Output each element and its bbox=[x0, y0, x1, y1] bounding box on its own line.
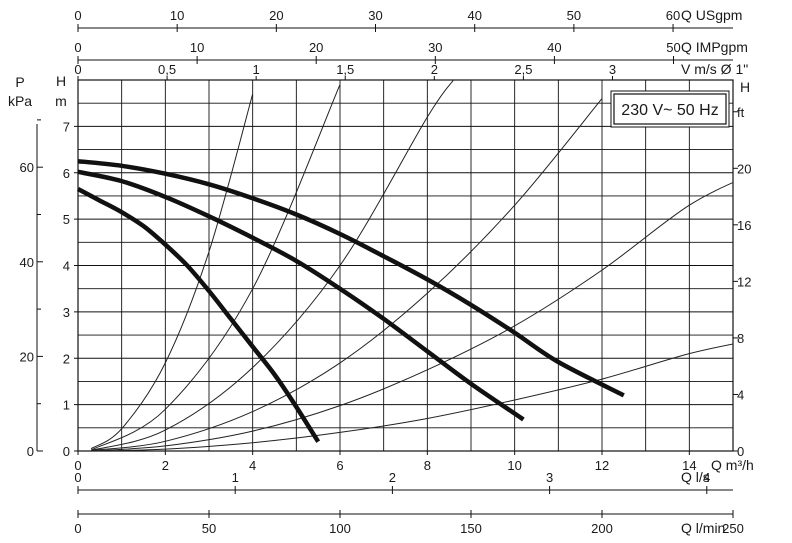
lmin-axis-tick-label: 200 bbox=[591, 521, 613, 536]
usgpm-axis-unit-label: Q USgpm bbox=[681, 7, 742, 23]
head-m-axis-tick-label: 7 bbox=[63, 119, 70, 134]
system-curve-5 bbox=[91, 181, 733, 451]
impgpm-axis-tick-label: 50 bbox=[666, 40, 680, 55]
flow-axis-unit-label: Q m³/h bbox=[711, 457, 754, 473]
velocity-axis-tick-label: 2 bbox=[431, 62, 438, 77]
lmin-axis-unit-label: Q l/min bbox=[681, 520, 725, 536]
head-ft-axis-tick-label: 16 bbox=[737, 218, 751, 233]
head-m-axis-tick-label: 1 bbox=[63, 398, 70, 413]
velocity-axis-tick-label: 0,5 bbox=[158, 62, 176, 77]
impgpm-axis-tick-label: 20 bbox=[309, 40, 323, 55]
velocity-axis-tick-label: 3 bbox=[609, 62, 616, 77]
flow-axis-tick-label: 10 bbox=[507, 458, 521, 473]
lmin-axis-tick-label: 0 bbox=[74, 521, 81, 536]
head-ft-axis-tick-label: 4 bbox=[737, 387, 744, 402]
head-m-axis-tick-label: 0 bbox=[63, 444, 70, 459]
voltage-badge: 230 V~ 50 Hz bbox=[610, 90, 730, 128]
usgpm-axis-tick-label: 50 bbox=[567, 8, 581, 23]
impgpm-axis-unit-label: Q IMPgpm bbox=[681, 39, 748, 55]
flow-axis-tick-label: 6 bbox=[336, 458, 343, 473]
usgpm-axis-tick-label: 0 bbox=[74, 8, 81, 23]
lmin-axis-tick-label: 100 bbox=[329, 521, 351, 536]
flow-axis-tick-label: 8 bbox=[424, 458, 431, 473]
system-curve-1 bbox=[90, 93, 254, 450]
head-m-axis-label: m bbox=[55, 93, 67, 109]
head-ft-axis-tick-label: 8 bbox=[737, 331, 744, 346]
badge-frame-outer bbox=[610, 90, 730, 128]
head-ft-axis-tick-label: 12 bbox=[737, 274, 751, 289]
pressure-axis-label: P bbox=[15, 74, 24, 90]
impgpm-axis-tick-label: 30 bbox=[428, 40, 442, 55]
head-m-axis-tick-label: 5 bbox=[63, 212, 70, 227]
system-curve-4 bbox=[91, 98, 603, 451]
flow-axis-tick-label: 12 bbox=[595, 458, 609, 473]
system-curve-6 bbox=[91, 343, 733, 451]
pump-curve-speed-1 bbox=[76, 187, 321, 443]
head-ft-axis-tick-label: 0 bbox=[737, 444, 744, 459]
right-axes: 0 4 8 12 16 20 ft H bbox=[733, 79, 751, 459]
lmin-axis-tick-label: 150 bbox=[460, 521, 482, 536]
ls-axis-tick-label: 4 bbox=[703, 470, 710, 485]
flow-axis-tick-label: 4 bbox=[249, 458, 256, 473]
pressure-axis-tick-label: 40 bbox=[20, 255, 34, 270]
pressure-axis-tick-label: 0 bbox=[27, 444, 34, 459]
impgpm-axis-tick-label: 0 bbox=[74, 40, 81, 55]
head-m-axis-tick-label: 2 bbox=[63, 351, 70, 366]
ls-axis-tick-label: 1 bbox=[232, 470, 239, 485]
pump-curves bbox=[76, 158, 625, 443]
usgpm-axis-tick-label: 10 bbox=[170, 8, 184, 23]
bottom-axes: 0 2 4 6 8 10 12 14 Q m³/h0 1 2 3 4Q l/s0 50 100 150 200 2… bbox=[74, 451, 754, 536]
ls-axis-tick-label: 0 bbox=[74, 470, 81, 485]
usgpm-axis-tick-label: 20 bbox=[269, 8, 283, 23]
head-m-axis-tick-label: 3 bbox=[63, 305, 70, 320]
lmin-axis-tick-label: 250 bbox=[722, 521, 744, 536]
badge-label: 230 V~ 50 Hz bbox=[621, 102, 718, 119]
system-curve-3 bbox=[90, 80, 454, 451]
system-curves bbox=[90, 80, 733, 451]
usgpm-axis-tick-label: 30 bbox=[368, 8, 382, 23]
head-m-axis-label: H bbox=[56, 73, 66, 89]
pump-curve-speed-3 bbox=[77, 158, 625, 398]
head-ft-axis-label: H bbox=[740, 79, 750, 95]
head-m-axis-tick-label: 6 bbox=[63, 166, 70, 181]
head-m-axis-tick-label: 4 bbox=[63, 259, 70, 274]
badge-frame-inner bbox=[613, 93, 727, 125]
velocity-axis-tick-label: 1,5 bbox=[336, 62, 354, 77]
velocity-axis-tick-label: 1 bbox=[253, 62, 260, 77]
usgpm-axis-tick-label: 60 bbox=[666, 8, 680, 23]
pressure-axis-label: kPa bbox=[8, 93, 32, 109]
velocity-axis-tick-label: 2,5 bbox=[514, 62, 532, 77]
velocity-axis-unit-label: V m/s Ø 1" bbox=[681, 61, 748, 77]
pressure-axis-tick-label: 20 bbox=[20, 349, 34, 364]
ls-axis-unit-label: Q l/s bbox=[681, 469, 710, 485]
system-curve-2 bbox=[90, 84, 341, 451]
ls-axis-tick-label: 3 bbox=[546, 470, 553, 485]
flow-axis-tick-label: 14 bbox=[682, 458, 696, 473]
flow-axis-tick-label: 2 bbox=[162, 458, 169, 473]
flow-axis-tick-label: 0 bbox=[74, 458, 81, 473]
ls-axis-tick-label: 2 bbox=[389, 470, 396, 485]
impgpm-axis-tick-label: 10 bbox=[190, 40, 204, 55]
velocity-axis-tick-label: 0 bbox=[74, 62, 81, 77]
pump-curve-speed-2 bbox=[77, 169, 525, 422]
lmin-axis-tick-label: 50 bbox=[202, 521, 216, 536]
usgpm-axis-tick-label: 40 bbox=[467, 8, 481, 23]
head-ft-axis-tick-label: 20 bbox=[737, 161, 751, 176]
pressure-axis-tick-label: 60 bbox=[20, 160, 34, 175]
impgpm-axis-tick-label: 40 bbox=[547, 40, 561, 55]
head-ft-axis-tick-label: ft bbox=[737, 105, 745, 120]
